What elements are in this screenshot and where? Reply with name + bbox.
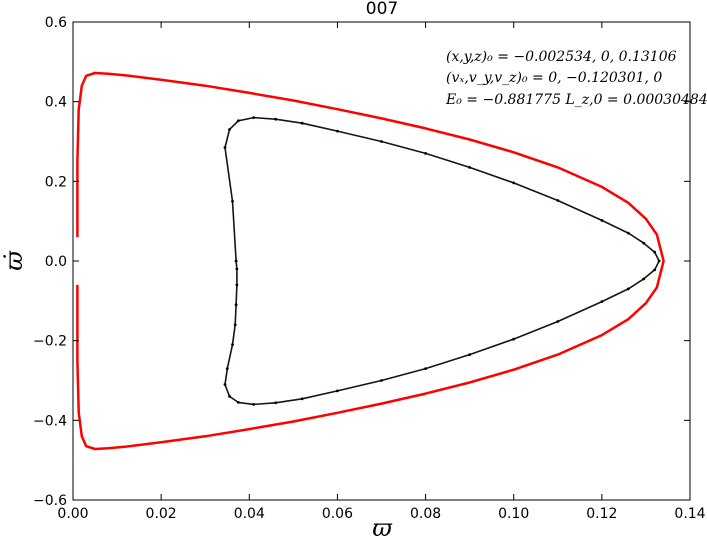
- orbit-point: [380, 379, 383, 382]
- x-tick-label: 0.14: [674, 506, 705, 522]
- orbit-point: [274, 117, 278, 121]
- orbit-point: [235, 283, 239, 287]
- y-tick-label: −0.2: [33, 334, 67, 350]
- orbit-point: [223, 146, 227, 149]
- annotation-initial-velocity: (vₓ,v_y,v_z)₀ = 0, −0.120301, 0: [446, 70, 662, 86]
- orbit-point: [300, 397, 304, 401]
- x-tick-label: 0.08: [410, 506, 441, 522]
- orbit-point: [626, 287, 630, 291]
- orbit-point: [231, 343, 234, 346]
- x-tick-label: 0.02: [146, 506, 177, 522]
- black-orbit-band: [224, 116, 660, 406]
- x-tick-label: 0.00: [57, 506, 88, 522]
- orbit-point: [236, 401, 240, 404]
- red-orbit-line: [76, 71, 665, 451]
- orbit-point: [225, 367, 229, 370]
- orbit-point: [556, 199, 560, 202]
- orbit-point: [228, 395, 231, 398]
- x-tick-label: 0.06: [322, 506, 353, 522]
- x-axis-label: ϖ: [372, 514, 393, 539]
- orbit-point: [252, 116, 256, 119]
- orbit-point: [512, 181, 516, 185]
- orbit-point: [653, 250, 657, 254]
- annotation-energy-momentum: E₀ = −0.881775 L_z,0 = 0.000304843: [445, 92, 707, 108]
- orbit-point: [642, 277, 646, 281]
- x-tick-label: 0.12: [586, 506, 617, 522]
- orbit-point: [300, 121, 304, 125]
- y-tick-label: −0.4: [33, 413, 67, 429]
- orbit-point: [600, 219, 604, 222]
- orbit-point: [274, 401, 278, 405]
- orbit-point: [336, 389, 339, 393]
- orbit-point: [228, 128, 231, 131]
- y-tick-label: −0.6: [33, 493, 67, 509]
- x-tick-label: 0.04: [234, 506, 265, 522]
- orbit-point: [380, 140, 383, 143]
- orbit-point: [626, 231, 630, 235]
- orbit-point: [234, 303, 238, 307]
- orbit-point: [223, 383, 227, 386]
- x-axis: 0.00 0.02 0.04 0.06 0.08 0.10 0.12 0.14: [57, 22, 706, 522]
- orbit-point: [236, 119, 240, 123]
- chart-title: 007: [366, 0, 398, 19]
- plot-series: [76, 71, 665, 451]
- y-tick-label: 0.4: [45, 95, 67, 111]
- y-axis: −0.6 −0.4 −0.2 0.0 0.2 0.4 0.6: [33, 15, 690, 509]
- orbit-point: [468, 166, 471, 169]
- orbit-point: [468, 353, 471, 356]
- annotation-initial-position: (x,y,z)₀ = −0.002534, 0, 0.13106: [446, 49, 677, 65]
- orbit-point: [657, 259, 661, 263]
- orbit-point: [235, 267, 239, 271]
- orbit-point: [642, 241, 646, 245]
- orbit-point: [233, 323, 237, 327]
- y-tick-label: 0.2: [45, 174, 67, 190]
- y-tick-label: 0.0: [45, 254, 67, 270]
- orbit-point: [234, 259, 238, 263]
- y-tick-label: 0.6: [45, 15, 67, 31]
- orbit-point: [336, 129, 339, 133]
- x-tick-label: 0.10: [498, 506, 529, 522]
- y-axis-label: ϖ̇: [0, 250, 28, 271]
- orbit-point: [231, 199, 234, 203]
- orbit-point: [424, 152, 427, 155]
- orbit-point: [556, 320, 560, 323]
- orbit-point: [512, 337, 516, 341]
- orbit-point: [600, 300, 604, 303]
- orbit-point: [424, 367, 427, 370]
- orbit-point: [653, 268, 657, 272]
- orbit-point: [252, 403, 256, 406]
